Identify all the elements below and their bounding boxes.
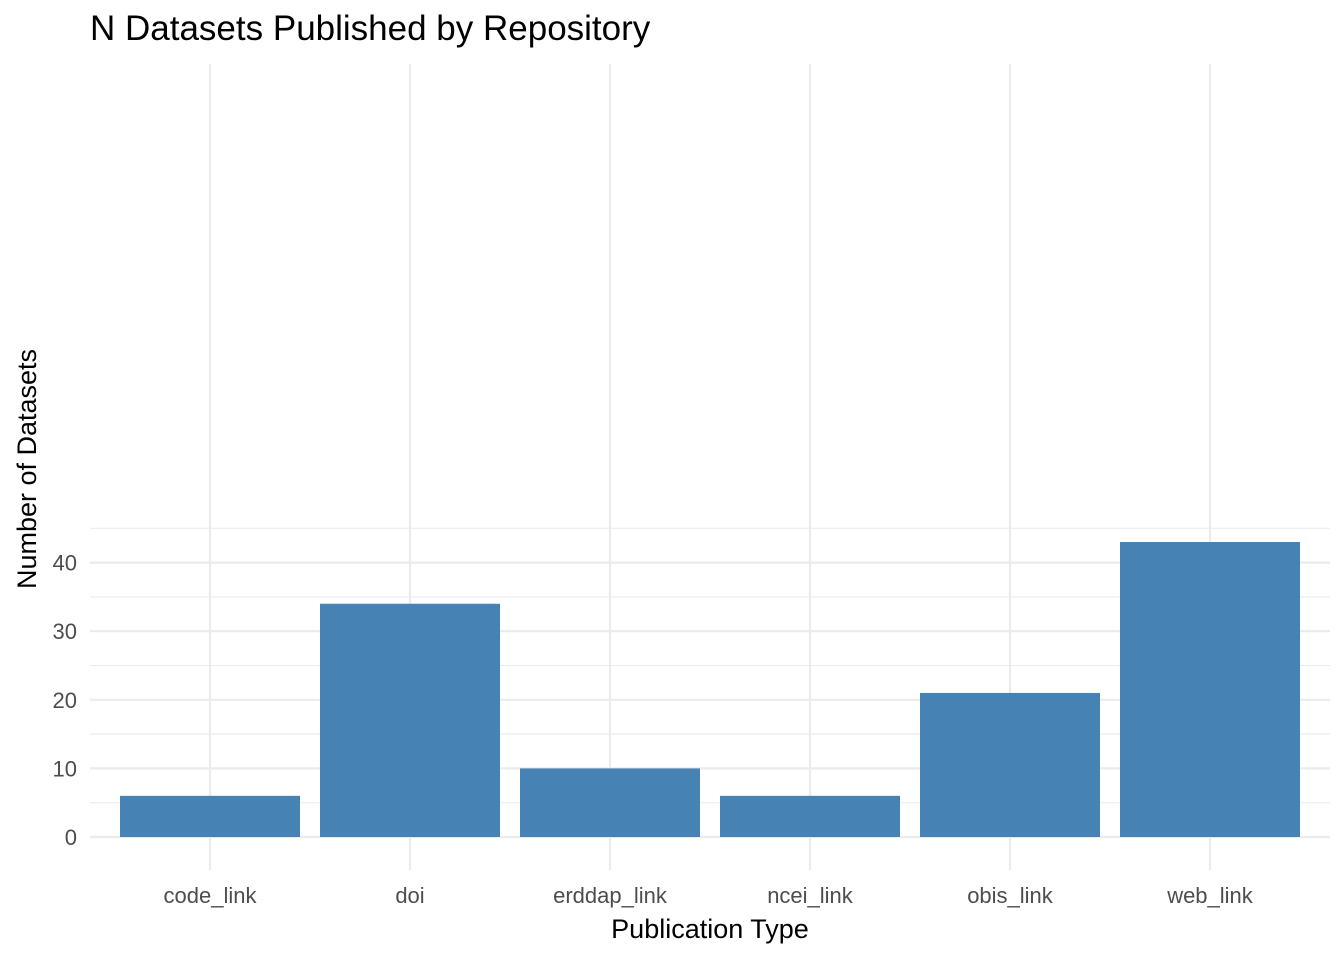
y-tick-label: 20 xyxy=(53,688,77,713)
bar-code_link xyxy=(120,795,300,837)
bar-erddap_link xyxy=(520,768,700,837)
y-tick-label: 0 xyxy=(65,825,77,850)
y-tick-labels: 0 10 20 30 40 xyxy=(53,551,77,850)
y-axis-title: Number of Datasets xyxy=(12,349,42,589)
bar-doi xyxy=(320,603,500,837)
bars xyxy=(120,542,1300,837)
x-tick-labels: code_link doi erddap_link ncei_link obis_lin… xyxy=(164,883,1254,908)
x-axis-title: Publication Type xyxy=(611,914,809,944)
x-tick-label: ncei_link xyxy=(767,883,854,908)
y-tick-label: 30 xyxy=(53,619,77,644)
bar-web_link xyxy=(1120,542,1300,837)
x-tick-label: erddap_link xyxy=(553,883,668,908)
x-tick-label: doi xyxy=(395,883,424,908)
y-tick-label: 40 xyxy=(53,551,77,576)
x-tick-label: obis_link xyxy=(967,883,1054,908)
chart-title: N Datasets Published by Repository xyxy=(90,9,651,48)
x-tick-label: web_link xyxy=(1166,883,1254,908)
x-tick-label: code_link xyxy=(164,883,258,908)
bar-ncei_link xyxy=(720,795,900,837)
bar-obis_link xyxy=(920,692,1100,837)
y-tick-label: 10 xyxy=(53,756,77,781)
